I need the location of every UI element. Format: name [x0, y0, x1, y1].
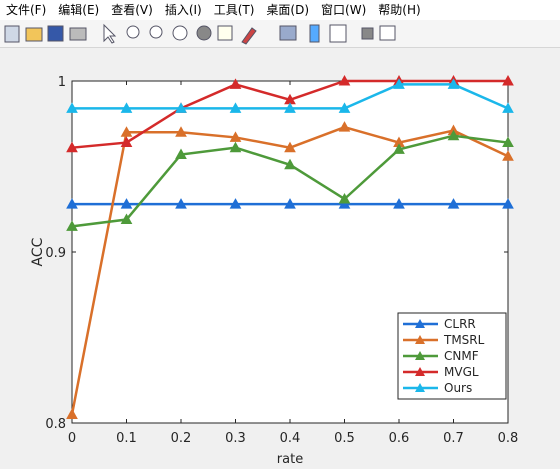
- marker: [338, 192, 351, 204]
- marker: [393, 198, 405, 209]
- menu-item[interactable]: 桌面(D): [266, 3, 310, 17]
- marker: [66, 408, 78, 419]
- legend-label: Ours: [444, 381, 472, 395]
- marker: [66, 141, 78, 153]
- icon-zoom-out[interactable]: [149, 25, 163, 39]
- axes-box: [71, 80, 509, 424]
- icon-rotate[interactable]: [196, 25, 212, 41]
- marker: [393, 143, 405, 154]
- marker: [66, 198, 78, 209]
- marker: [120, 136, 133, 148]
- marker: [175, 148, 187, 160]
- icon-pan[interactable]: [172, 25, 188, 41]
- marker: [338, 74, 351, 86]
- icon-hide[interactable]: [361, 27, 374, 40]
- marker: [393, 78, 405, 89]
- x-tick-label: 0.2: [171, 431, 192, 446]
- marker: [338, 121, 351, 132]
- marker: [447, 198, 460, 209]
- icon-zoom-in[interactable]: [126, 25, 140, 39]
- marker: [120, 102, 133, 113]
- menu-item[interactable]: 文件(F): [6, 3, 47, 17]
- toolbar: [0, 20, 560, 48]
- legend-label: TMSRL: [443, 333, 485, 347]
- icon-link[interactable]: [279, 25, 297, 41]
- marker: [284, 158, 296, 170]
- marker: [229, 141, 242, 153]
- legend-marker: [415, 335, 425, 344]
- marker: [120, 198, 133, 209]
- marker: [120, 126, 133, 137]
- x-tick-label: 0.8: [498, 431, 519, 446]
- icon-show[interactable]: [379, 25, 396, 41]
- marker: [229, 131, 242, 142]
- icon-datatip[interactable]: [217, 25, 233, 41]
- y-tick-label: 0.9: [45, 246, 66, 261]
- legend-label: CLRR: [444, 317, 476, 331]
- marker: [447, 129, 460, 141]
- marker: [229, 198, 242, 209]
- marker: [66, 102, 78, 113]
- marker: [284, 198, 296, 209]
- x-axis-label: rate: [277, 452, 303, 467]
- x-tick-label: 0.5: [334, 431, 355, 446]
- menu-item[interactable]: 帮助(H): [378, 3, 421, 17]
- icon-brush[interactable]: [241, 27, 257, 45]
- menu-item[interactable]: 工具(T): [213, 3, 255, 17]
- icon-open[interactable]: [25, 27, 43, 42]
- menu-item[interactable]: 插入(I): [164, 3, 202, 17]
- chart: 0 0.1 0.2 0.3 0.4 0.5 0.6 0.7 0.8 0.8 0.9 1 rate ACC C…: [30, 74, 519, 467]
- icon-pointer[interactable]: [103, 23, 117, 44]
- marker: [284, 141, 296, 153]
- y-tick-label: 1: [58, 75, 66, 90]
- marker: [338, 198, 351, 209]
- marker: [502, 136, 514, 148]
- menu-item[interactable]: 查看(V): [111, 3, 153, 17]
- legend-marker: [415, 351, 425, 360]
- icon-new[interactable]: [4, 25, 20, 43]
- marker: [229, 102, 242, 113]
- marker: [502, 198, 514, 209]
- x-tick-label: 0.4: [280, 431, 301, 446]
- legend-label: CNMF: [444, 349, 479, 363]
- legend-marker: [415, 319, 425, 328]
- marker: [502, 74, 514, 86]
- legend-label: MVGL: [444, 365, 479, 379]
- icon-colorbar[interactable]: [309, 24, 320, 43]
- icon-save[interactable]: [47, 25, 64, 42]
- y-tick-label: 0.8: [45, 417, 66, 432]
- marker: [66, 220, 78, 231]
- x-tick-label: 0: [68, 431, 76, 446]
- marker: [175, 126, 187, 137]
- legend-marker: [415, 383, 425, 392]
- y-axis-label: ACC: [30, 237, 46, 266]
- marker: [502, 102, 514, 113]
- icon-legend[interactable]: [329, 24, 347, 43]
- marker: [284, 102, 296, 113]
- x-tick-label: 0.6: [389, 431, 410, 446]
- x-tick-label: 0.1: [116, 431, 137, 446]
- toolbar-icons: [4, 23, 396, 45]
- marker: [229, 78, 242, 89]
- x-tick-label: 0.7: [443, 431, 464, 446]
- marker: [502, 150, 514, 161]
- legend-marker: [415, 367, 425, 376]
- marker: [447, 78, 460, 89]
- menu-bar: 文件(F) 编辑(E) 查看(V) 插入(I) 工具(T) 桌面(D) 窗口(W) 帮助(H): [0, 0, 560, 20]
- x-tick-label: 0.3: [225, 431, 246, 446]
- menu-item[interactable]: 编辑(E): [58, 3, 100, 17]
- marker: [120, 213, 133, 225]
- marker: [338, 102, 351, 113]
- marker: [175, 198, 187, 209]
- marker: [175, 102, 187, 113]
- icon-print[interactable]: [69, 27, 87, 41]
- menu-item[interactable]: 窗口(W): [321, 3, 367, 17]
